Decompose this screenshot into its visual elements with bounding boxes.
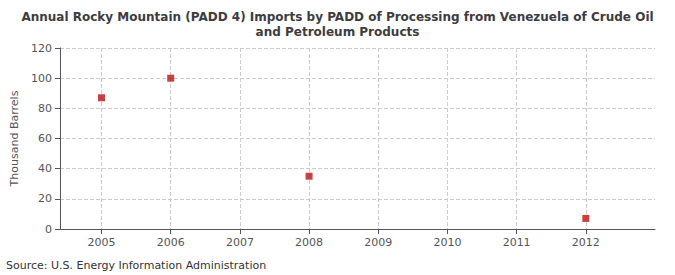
svg-text:100: 100	[31, 72, 52, 85]
svg-text:Thousand Barrels: Thousand Barrels	[8, 90, 21, 187]
svg-text:2012: 2012	[572, 236, 600, 249]
svg-text:Source: U.S. Energy Informatio: Source: U.S. Energy Information Administ…	[6, 259, 266, 272]
svg-text:2005: 2005	[88, 236, 116, 249]
svg-text:120: 120	[31, 42, 52, 55]
svg-text:40: 40	[38, 162, 52, 175]
svg-text:2006: 2006	[157, 236, 185, 249]
svg-text:2007: 2007	[226, 236, 254, 249]
svg-text:Annual Rocky Mountain (PADD 4): Annual Rocky Mountain (PADD 4) Imports b…	[21, 10, 653, 24]
svg-text:and Petroleum Products: and Petroleum Products	[256, 25, 420, 39]
svg-text:20: 20	[38, 192, 52, 205]
svg-text:2008: 2008	[295, 236, 323, 249]
svg-text:2009: 2009	[364, 236, 392, 249]
svg-text:2011: 2011	[503, 236, 531, 249]
svg-text:60: 60	[38, 132, 52, 145]
svg-text:80: 80	[38, 102, 52, 115]
svg-text:0: 0	[45, 223, 52, 236]
svg-text:2010: 2010	[433, 236, 461, 249]
